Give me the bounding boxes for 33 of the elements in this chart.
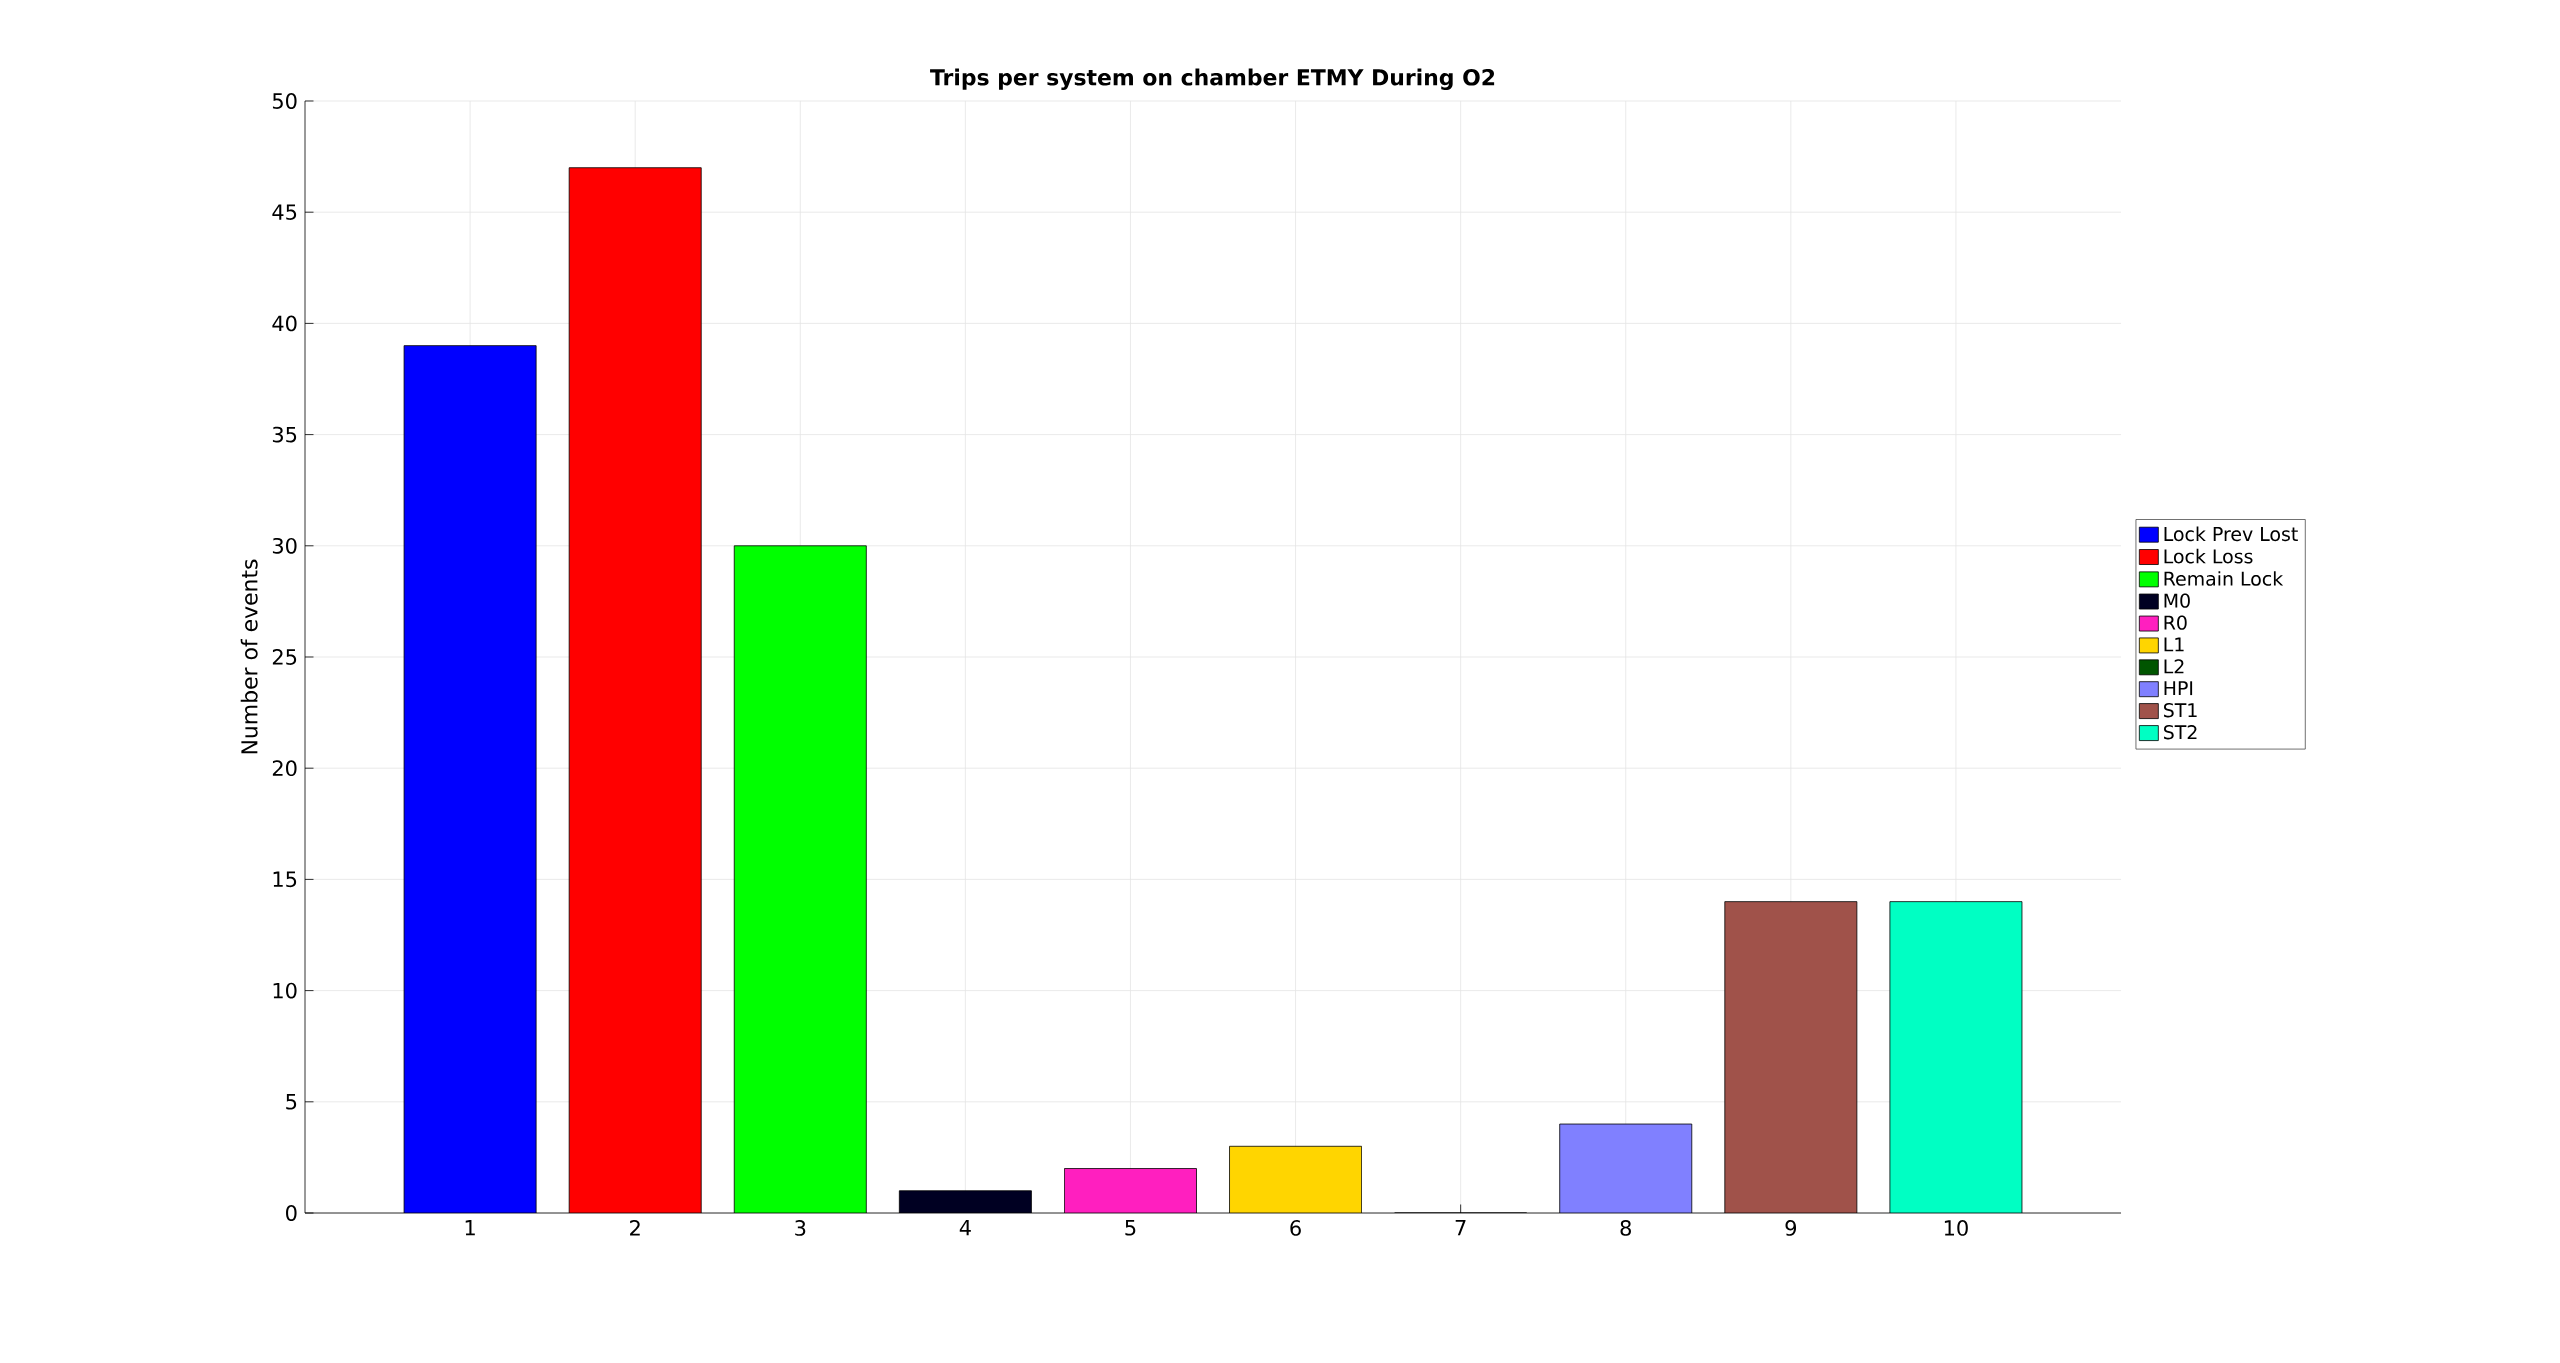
legend-label: R0 bbox=[2164, 615, 2187, 630]
x-tick-label: 7 bbox=[1455, 1220, 1466, 1236]
x-tick-label: 8 bbox=[1620, 1220, 1631, 1236]
legend-label: ST1 bbox=[2163, 703, 2197, 718]
x-tick-label: 1 bbox=[465, 1220, 475, 1236]
y-tick-label: 20 bbox=[272, 760, 297, 777]
x-tick-label: 5 bbox=[1125, 1220, 1136, 1236]
x-tick-label: 10 bbox=[1944, 1220, 1968, 1236]
legend-label: M0 bbox=[2164, 593, 2190, 608]
legend-label: Lock Loss bbox=[2164, 548, 2253, 564]
y-tick-label: 50 bbox=[272, 93, 297, 109]
x-tick-label: 2 bbox=[630, 1220, 640, 1236]
legend-label: HPI bbox=[2164, 681, 2193, 696]
x-tick-label: 6 bbox=[1290, 1220, 1301, 1236]
y-tick-label: 40 bbox=[272, 315, 297, 332]
y-tick-label: 5 bbox=[286, 1094, 297, 1110]
y-tick-label: 15 bbox=[273, 871, 297, 888]
y-axis-title: Number of events bbox=[240, 559, 258, 754]
legend-label: ST2 bbox=[2163, 725, 2197, 740]
legend-label: Remain Lock bbox=[2164, 571, 2284, 586]
legend-label: L2 bbox=[2164, 659, 2184, 674]
legend-label: L1 bbox=[2164, 637, 2184, 652]
y-tick-label: 35 bbox=[272, 426, 297, 443]
chart-title: Trips per system on chamber ETMY During O2 bbox=[930, 68, 1495, 90]
y-tick-label: 30 bbox=[272, 537, 297, 554]
x-tick-label: 4 bbox=[959, 1220, 971, 1236]
x-tick-label: 9 bbox=[1785, 1220, 1797, 1236]
y-tick-label: 10 bbox=[273, 982, 297, 999]
legend-label: Lock Prev Lost bbox=[2164, 526, 2298, 542]
y-tick-label: 0 bbox=[286, 1205, 297, 1221]
x-tick-label: 3 bbox=[795, 1220, 806, 1236]
y-tick-label: 45 bbox=[272, 204, 297, 220]
y-tick-label: 25 bbox=[272, 649, 297, 665]
